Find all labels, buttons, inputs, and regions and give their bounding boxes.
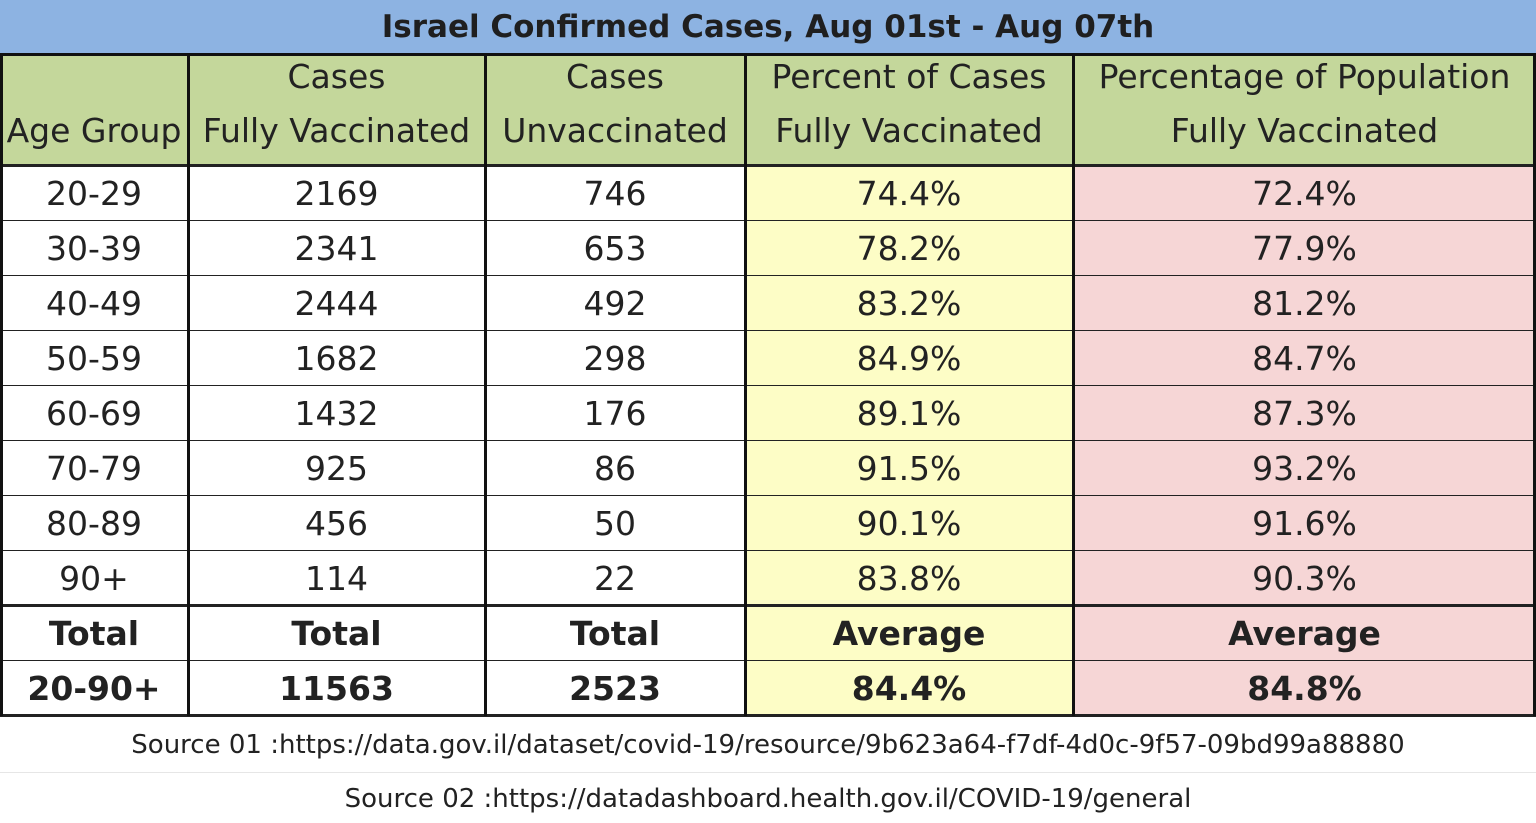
column-header: Age Group	[0, 56, 188, 166]
column-line	[187, 56, 190, 716]
table-cell: 91.5%	[745, 441, 1073, 496]
table-cell: 746	[583, 174, 647, 213]
summary-value: 2523	[569, 669, 661, 708]
header-line: Percentage of Population	[1098, 57, 1511, 96]
table-title: Israel Confirmed Cases, Aug 01st - Aug 0…	[0, 0, 1536, 56]
row-line	[0, 275, 1536, 276]
table-cell: 87.3%	[1073, 386, 1536, 441]
table-cell: 925	[305, 449, 368, 488]
table-cell: 74.4%	[745, 166, 1073, 221]
source-line: Source 02 :https://datadashboard.health.…	[344, 784, 1192, 814]
table-cell: 1432	[294, 394, 379, 433]
header-line: Cases	[287, 57, 386, 96]
row-line	[0, 660, 1536, 661]
row-line	[0, 440, 1536, 441]
table-cell: 80-89	[46, 504, 142, 543]
table-cell: 114	[305, 559, 368, 598]
header-line: Fully Vaccinated	[775, 111, 1043, 150]
table-cell: 2444	[294, 284, 379, 323]
table-cell: 84.7%	[1073, 331, 1536, 386]
summary-value: 20-90+	[27, 669, 161, 708]
table-cell: 83.8%	[745, 551, 1073, 606]
column-header: Percent of Cases Fully Vaccinated	[745, 56, 1073, 166]
header-line: Fully Vaccinated	[1170, 111, 1439, 150]
table-cell: 70-79	[46, 449, 142, 488]
table-cell: 60-69	[46, 394, 142, 433]
row-line	[0, 220, 1536, 221]
row-line	[0, 164, 1536, 167]
summary-label: Total	[569, 614, 661, 653]
table-cell: 1682	[294, 339, 379, 378]
summary-value: 84.8%	[1073, 661, 1536, 716]
summary-label: Average	[745, 606, 1073, 661]
column-header: Cases Fully Vaccinated	[188, 56, 485, 166]
table-cell: 40-49	[46, 284, 142, 323]
header-line: Cases	[566, 57, 664, 96]
summary-value: 11563	[279, 669, 394, 708]
row-line	[0, 495, 1536, 496]
summary-label: Total	[291, 614, 382, 653]
header-line: Fully Vaccinated	[202, 111, 471, 150]
table-cell: 456	[305, 504, 368, 543]
table-cell: 492	[583, 284, 647, 323]
table-cell: 30-39	[46, 229, 142, 268]
table-cell: 176	[583, 394, 647, 433]
column-line	[484, 56, 487, 716]
column-line	[1072, 56, 1075, 716]
row-line	[0, 604, 1536, 607]
table-cell: 653	[583, 229, 647, 268]
row-line	[0, 385, 1536, 386]
column-line	[1533, 56, 1536, 716]
table-cell: 298	[583, 339, 647, 378]
table-cell: 90.3%	[1073, 551, 1536, 606]
table-cell: 89.1%	[745, 386, 1073, 441]
table-cell: 90.1%	[745, 496, 1073, 551]
table-cell: 72.4%	[1073, 166, 1536, 221]
table-cell: 2341	[294, 229, 379, 268]
column-header: Cases Unvaccinated	[485, 56, 745, 166]
table-cell: 77.9%	[1073, 221, 1536, 276]
table-cell: 78.2%	[745, 221, 1073, 276]
row-line	[0, 550, 1536, 551]
header-line: Unvaccinated	[502, 111, 728, 150]
source-divider	[0, 772, 1536, 773]
source-line: Source 01 :https://data.gov.il/dataset/c…	[131, 730, 1405, 760]
summary-label: Average	[1073, 606, 1536, 661]
table-cell: 84.9%	[745, 331, 1073, 386]
table-cell: 2169	[294, 174, 379, 213]
summary-label: Total	[48, 614, 140, 653]
table-cell: 22	[594, 559, 636, 598]
table-cell: 83.2%	[745, 276, 1073, 331]
row-line	[0, 330, 1536, 331]
table-cell: 91.6%	[1073, 496, 1536, 551]
header-line: Percent of Cases	[771, 57, 1047, 96]
column-line	[0, 56, 3, 716]
table-cell: 86	[594, 449, 636, 488]
table-cell: 90+	[59, 559, 129, 598]
table-cell: 50	[594, 504, 636, 543]
column-header: Percentage of Population Fully Vaccinated	[1073, 56, 1536, 166]
header-line: Age Group	[6, 111, 182, 150]
summary-value: 84.4%	[745, 661, 1073, 716]
table-cell: 20-29	[46, 174, 142, 213]
table-cell: 93.2%	[1073, 441, 1536, 496]
row-line	[0, 714, 1536, 717]
table-cell: 50-59	[46, 339, 142, 378]
table-cell: 81.2%	[1073, 276, 1536, 331]
column-line	[744, 56, 747, 716]
